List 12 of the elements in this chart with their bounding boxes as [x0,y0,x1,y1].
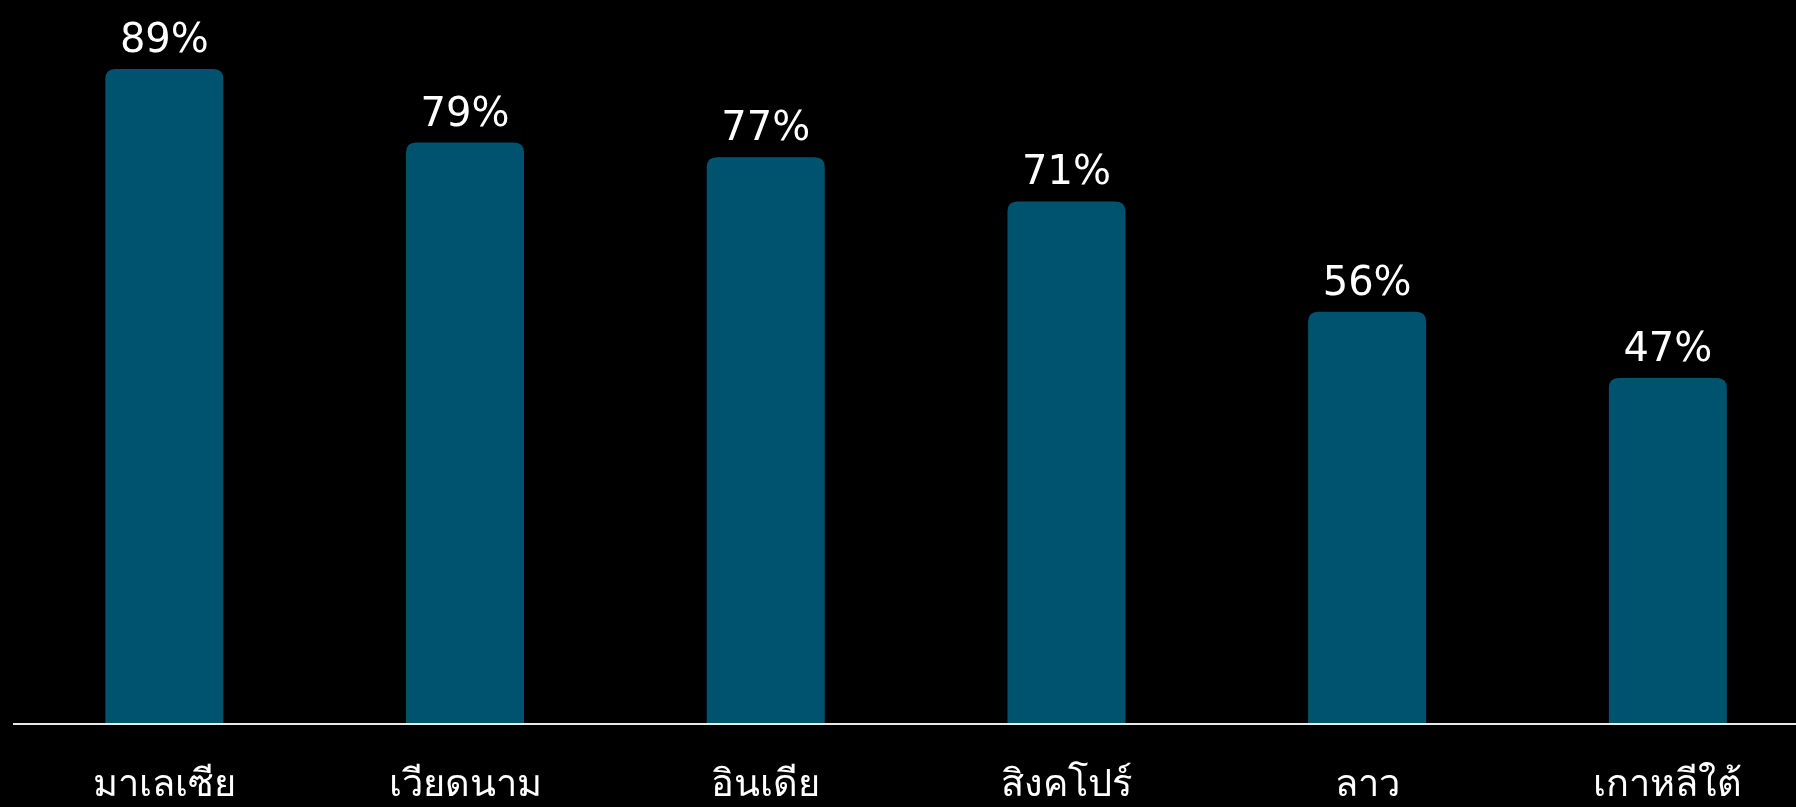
x-tick-label: เกาหลีใต้ [1593,761,1743,805]
data-label: 77% [721,103,811,150]
data-label: 47% [1623,324,1713,371]
data-label: 89% [119,15,209,61]
x-tick-label: มาเลเซีย [92,761,236,805]
data-label: 79% [420,88,510,135]
data-label: 71% [1022,147,1111,194]
x-tick-label: อินเดีย [711,761,821,805]
x-tick-label: ลาว [1334,761,1400,805]
data-label: 56% [1322,257,1412,304]
x-tick-label: สิงคโปร์ [1000,761,1132,805]
x-tick-label: เวียดนาม [388,761,542,805]
